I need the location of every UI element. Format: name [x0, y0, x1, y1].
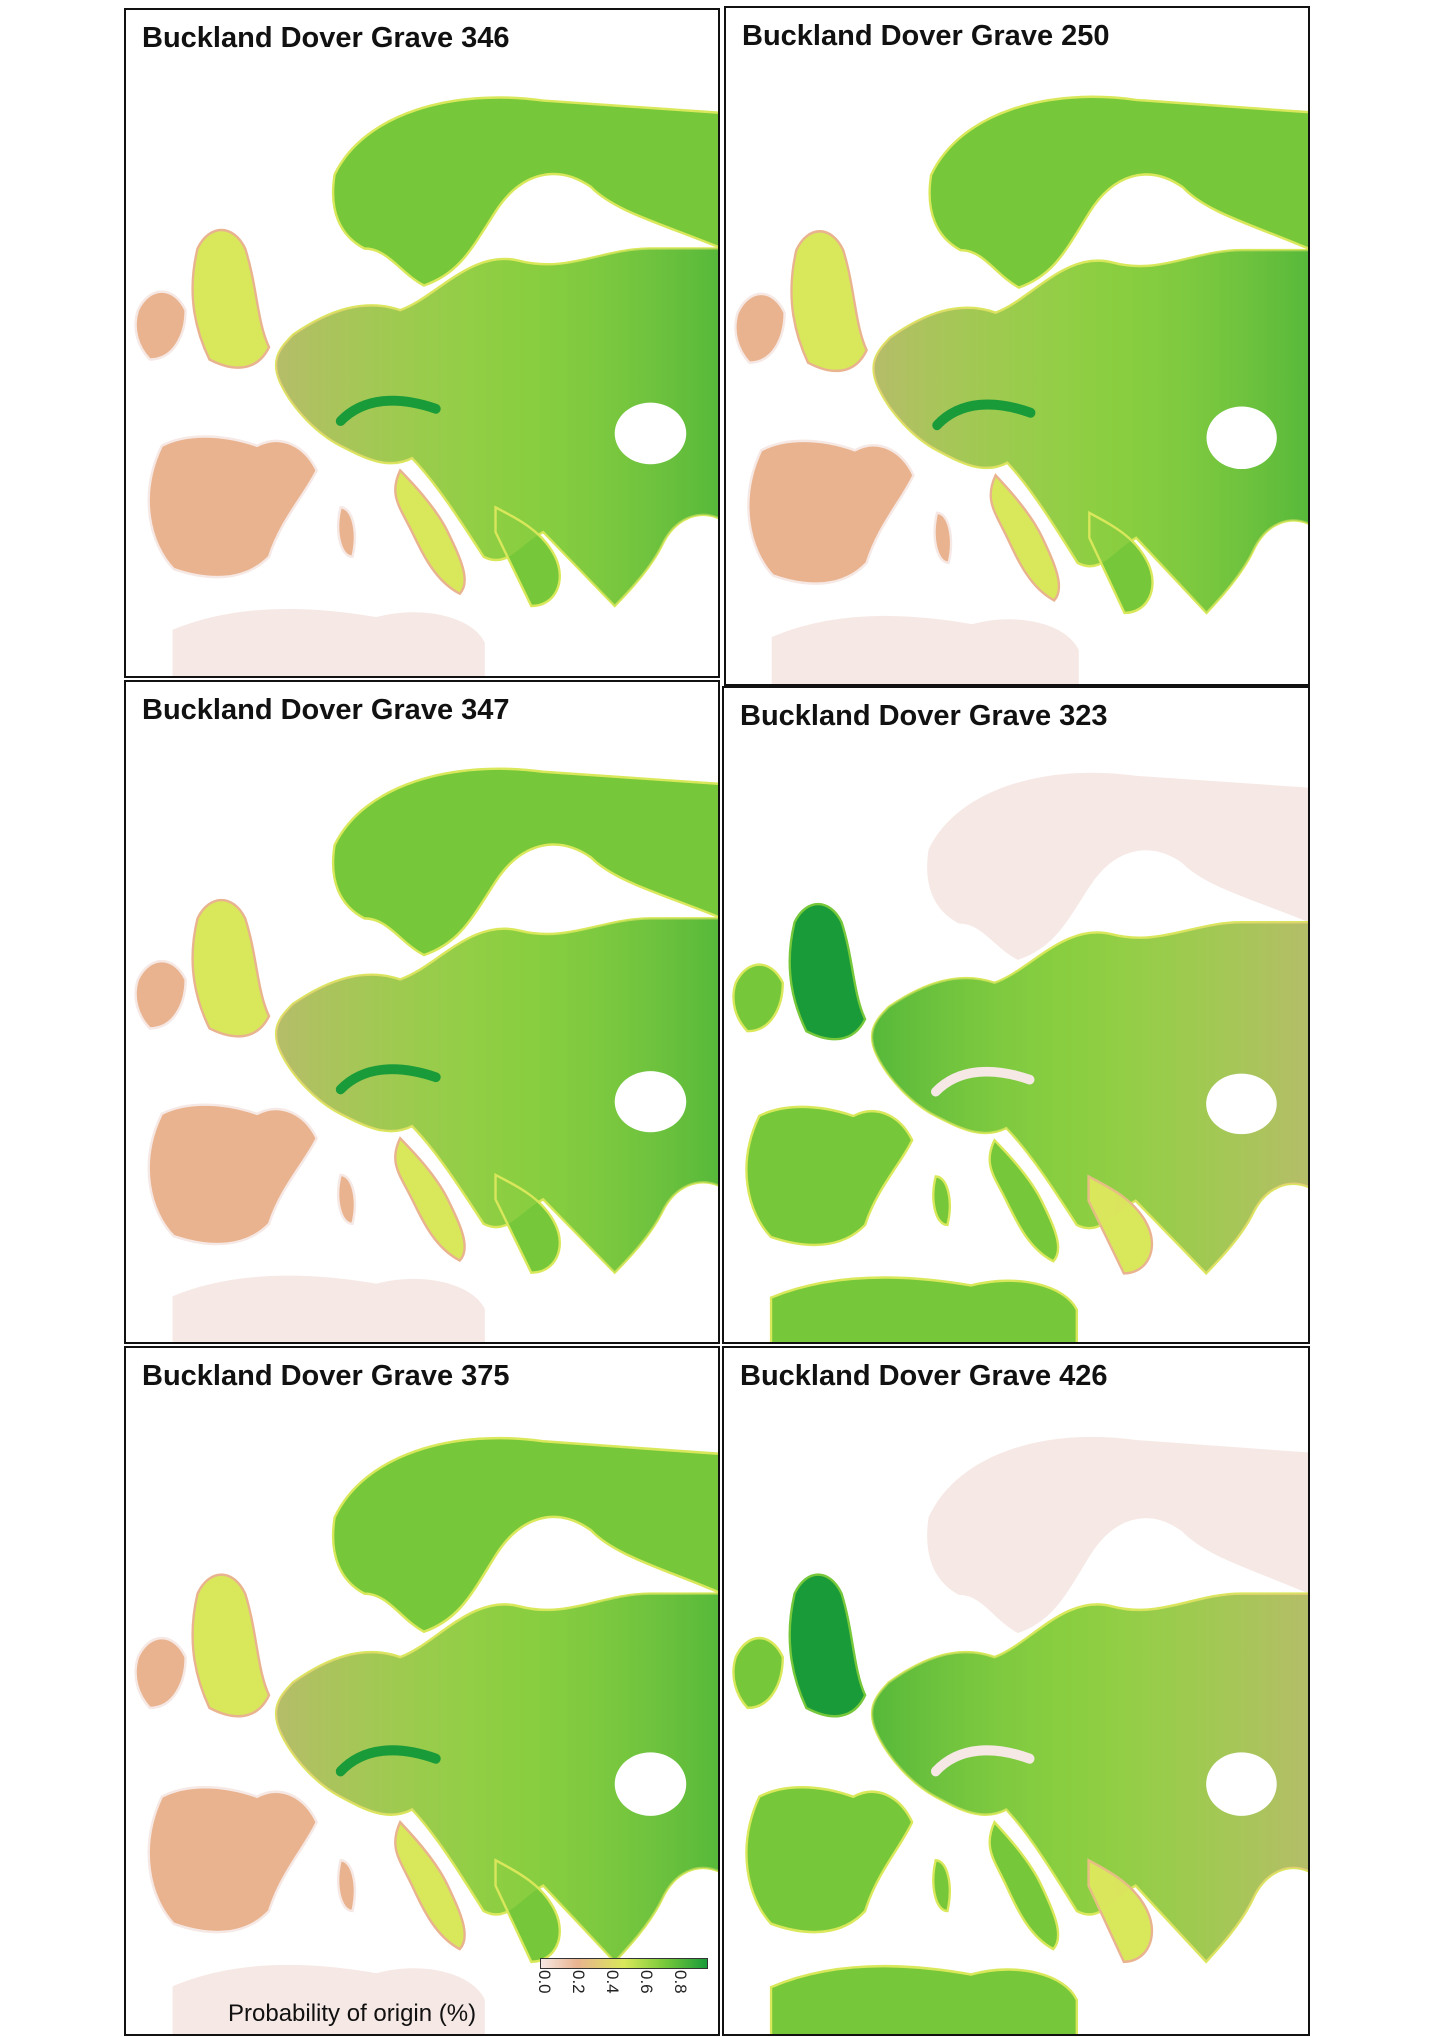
map-panel-grave-346: Buckland Dover Grave 346: [124, 8, 720, 678]
panel-title: Buckland Dover Grave 347: [142, 694, 510, 726]
map-panel-grave-426: Buckland Dover Grave 426: [722, 1346, 1310, 2036]
panel-title: Buckland Dover Grave 346: [142, 22, 510, 54]
europe-probability-map: [134, 1436, 718, 2034]
legend-tick: 0.8: [671, 1970, 690, 1994]
legend-tick: 0.2: [569, 1970, 588, 1994]
europe-probability-map: [732, 1436, 1308, 2034]
europe-probability-map: [732, 772, 1308, 1342]
probability-legend: 0.0 0.2 0.4 0.6 0.8: [535, 1958, 710, 2028]
panel-title: Buckland Dover Grave 323: [740, 700, 1108, 732]
legend-title: Probability of origin (%): [228, 2000, 477, 2027]
legend-tick: 0.4: [603, 1970, 622, 1994]
panel-title: Buckland Dover Grave 250: [742, 20, 1110, 52]
legend-tick: 0.6: [637, 1970, 656, 1994]
europe-probability-map: [134, 767, 718, 1342]
panel-title: Buckland Dover Grave 375: [142, 1360, 510, 1392]
europe-probability-map: [734, 95, 1308, 684]
panel-title: Buckland Dover Grave 426: [740, 1360, 1108, 1392]
map-panel-grave-375: Buckland Dover Grave 375: [124, 1346, 720, 2036]
map-panel-grave-323: Buckland Dover Grave 323: [722, 686, 1310, 1344]
legend-tick: 0.0: [535, 1970, 554, 1994]
map-panel-grave-250: Buckland Dover Grave 250: [724, 6, 1310, 686]
map-panel-grave-347: Buckland Dover Grave 347: [124, 680, 720, 1344]
legend-color-ramp: [540, 1958, 708, 1969]
europe-probability-map: [134, 96, 718, 676]
